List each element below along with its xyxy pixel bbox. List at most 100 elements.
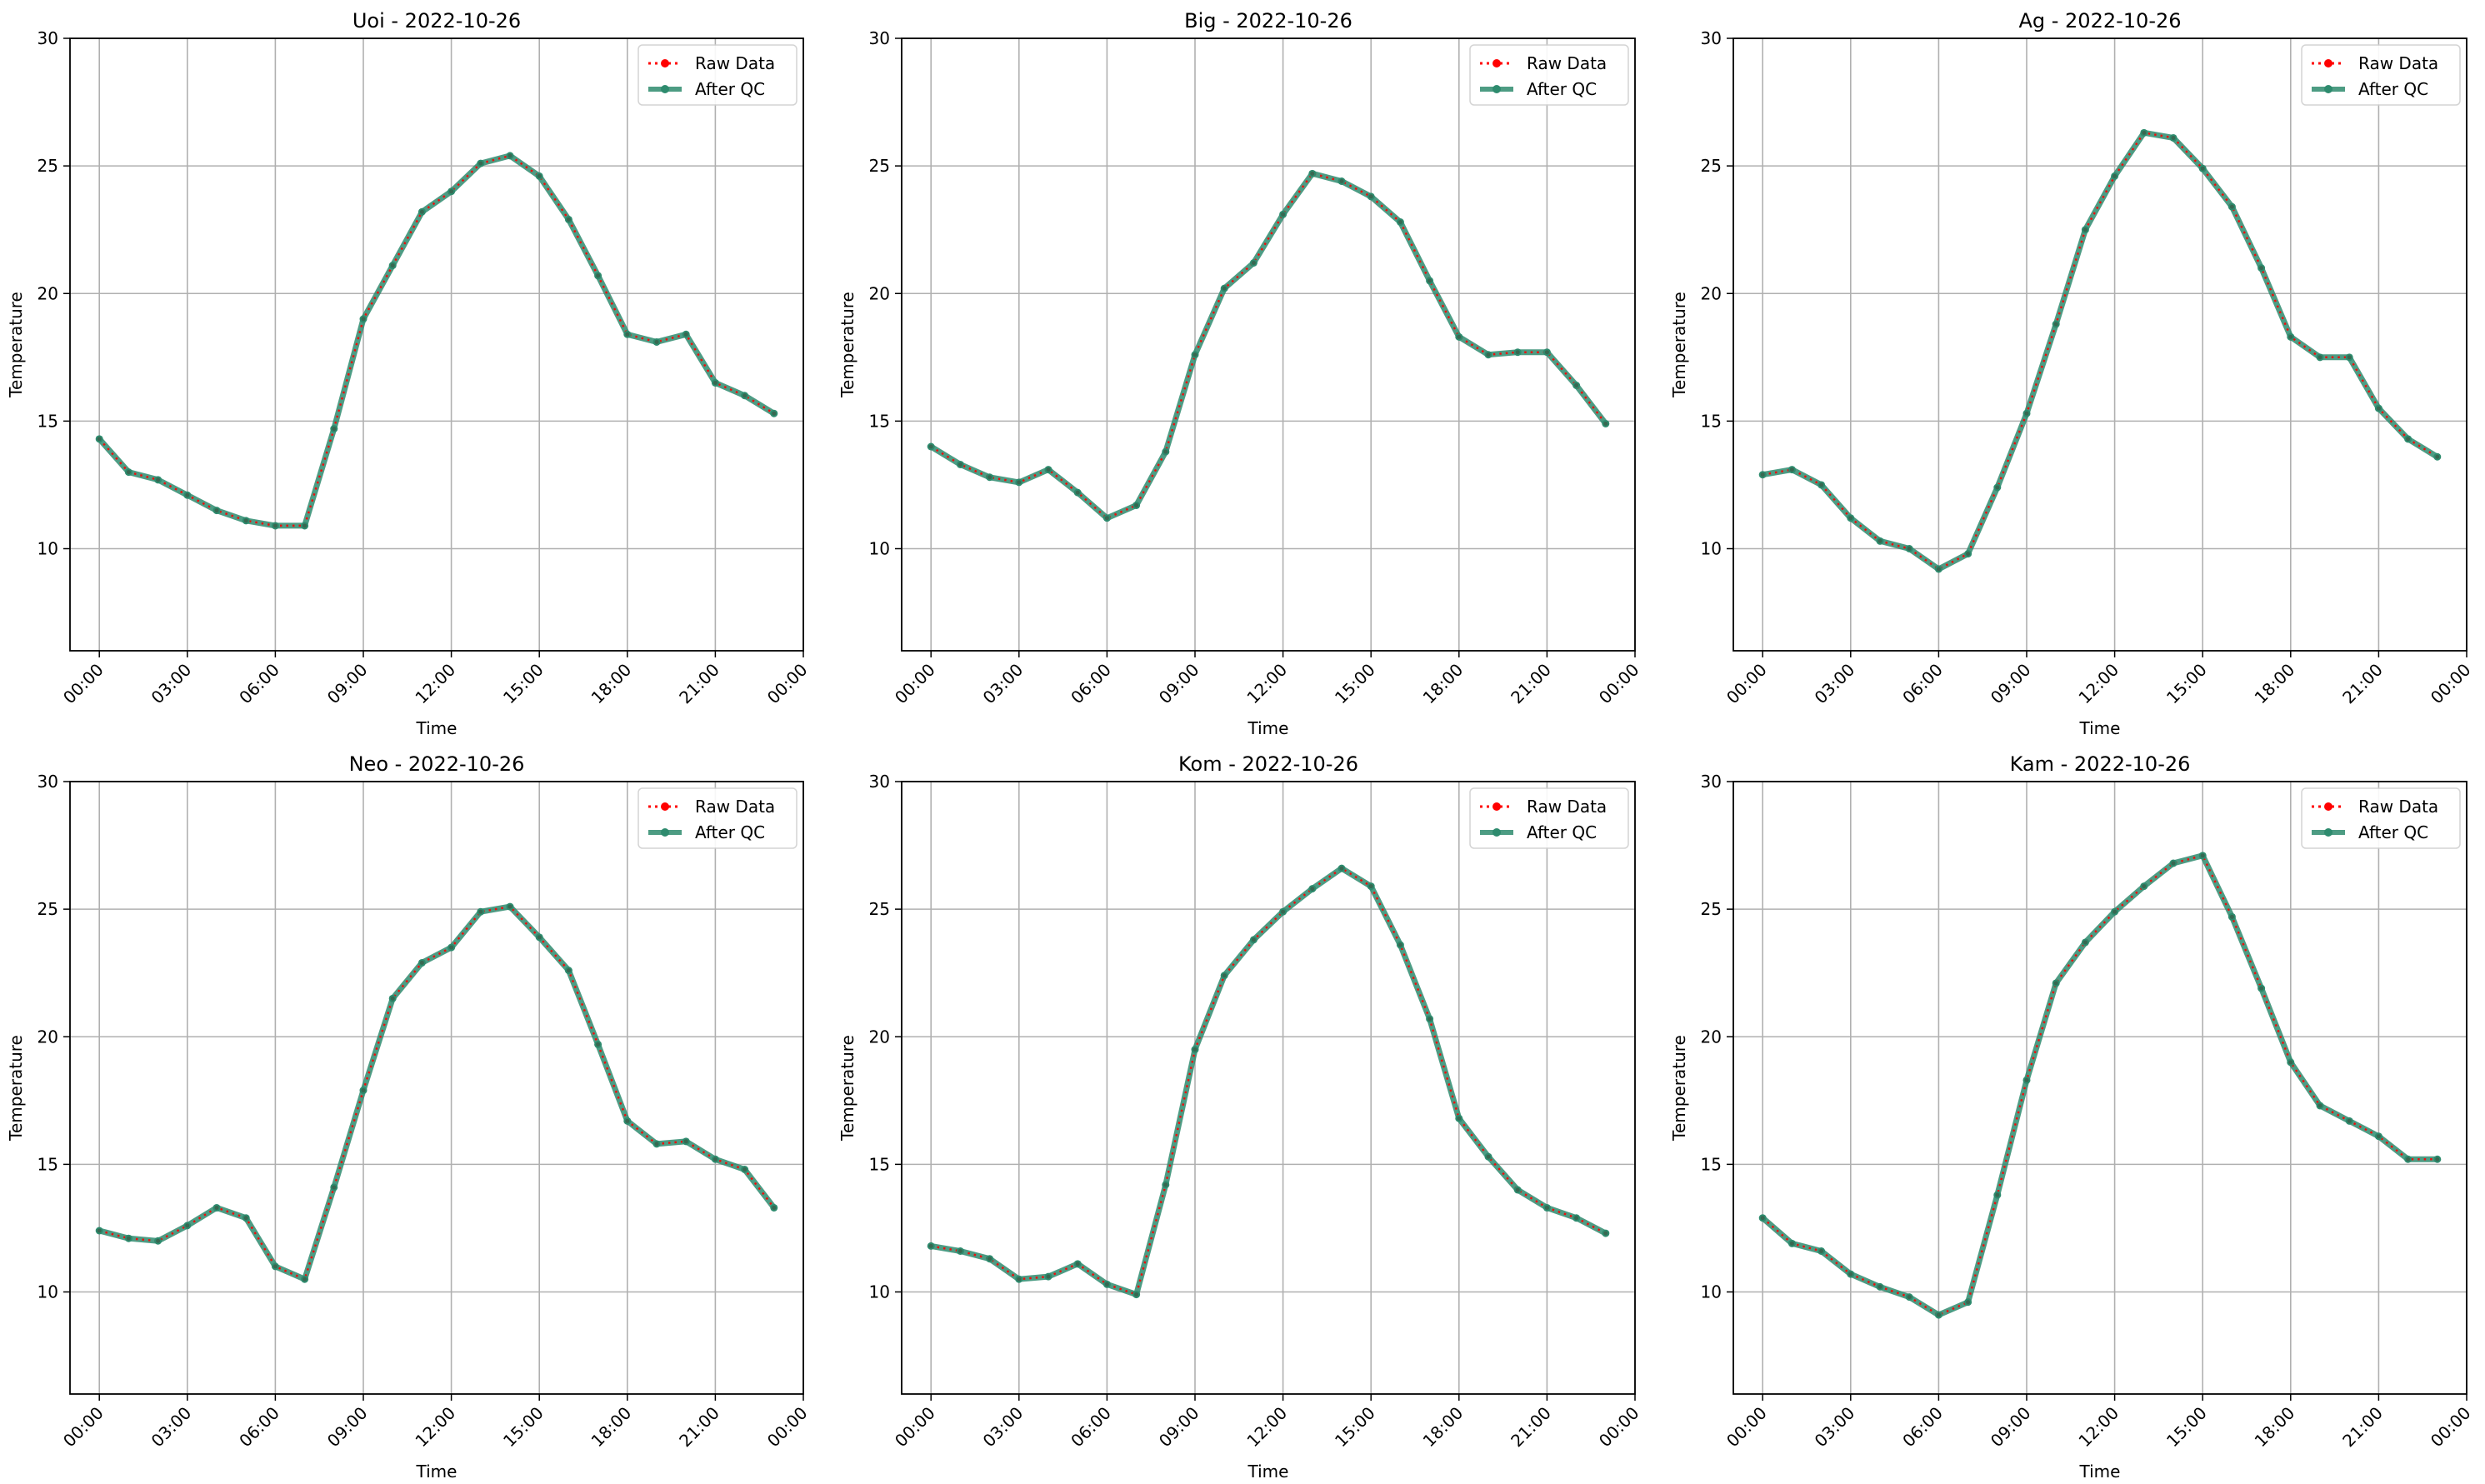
y-tick-label: 20 — [1701, 283, 1722, 303]
data-point-raw-data — [2318, 355, 2322, 360]
data-point-raw-data — [2142, 130, 2147, 135]
data-point-raw-data — [1310, 171, 1315, 176]
y-tick-label: 15 — [38, 1154, 58, 1174]
series-line-raw-data — [98, 905, 775, 1281]
data-point-raw-data — [214, 508, 219, 513]
data-point-raw-data — [478, 161, 483, 166]
data-point-raw-data — [419, 960, 424, 965]
chart-panel-1: 00:00 03:00 06:00 09:00 12:00 15:00 18:00 21:00… — [838, 9, 1643, 738]
y-tick-label: 15 — [869, 411, 890, 431]
data-point-raw-data — [1222, 973, 1227, 978]
data-point-raw-data — [2259, 986, 2264, 991]
x-tick-label: 21:00 — [2338, 1403, 2387, 1452]
y-tick-label: 15 — [38, 411, 58, 431]
x-tick-label: 00:00 — [763, 660, 812, 708]
x-axis-label: Time — [1248, 1462, 1289, 1482]
data-point-raw-data — [302, 523, 308, 528]
plot-frame — [69, 781, 804, 1395]
data-point-raw-data — [126, 470, 131, 475]
data-point-raw-data — [1966, 552, 1971, 557]
data-point-raw-data — [1251, 261, 1256, 265]
x-tick-label: 21:00 — [675, 1403, 723, 1452]
x-tick-label: 18:00 — [2251, 660, 2299, 708]
data-point-raw-data — [1878, 538, 1882, 543]
data-point-raw-data — [2288, 334, 2293, 339]
data-point-raw-data — [1192, 352, 1198, 357]
data-point-raw-data — [654, 339, 659, 344]
y-tick-label: 15 — [1701, 1154, 1722, 1174]
data-point-raw-data — [1104, 516, 1109, 521]
data-point-raw-data — [1457, 334, 1462, 339]
y-tick-label: 30 — [1701, 28, 1722, 48]
data-point-raw-data — [449, 945, 454, 950]
data-point-raw-data — [1281, 212, 1286, 217]
data-point-raw-data — [508, 153, 512, 158]
x-tick-label: 09:00 — [323, 1403, 372, 1452]
data-point-raw-data — [1936, 567, 1941, 572]
data-point-raw-data — [2053, 981, 2058, 986]
data-point-raw-data — [1760, 1216, 1765, 1221]
data-point-raw-data — [1819, 1249, 1824, 1253]
data-point-raw-data — [332, 427, 337, 432]
x-tick-label: 21:00 — [1507, 660, 1555, 708]
x-tick-label: 12:00 — [411, 1403, 459, 1452]
data-point-raw-data — [97, 1228, 102, 1233]
x-tick-label: 18:00 — [588, 660, 636, 708]
data-point-raw-data — [1907, 547, 1912, 551]
y-axis-label: Temperature — [838, 1035, 858, 1142]
data-point-raw-data — [1192, 1047, 1198, 1052]
data-point-raw-data — [2318, 1103, 2322, 1108]
x-tick-label: 03:00 — [979, 1403, 1028, 1452]
x-tick-label: 00:00 — [1595, 1403, 1643, 1452]
data-point-raw-data — [156, 1238, 161, 1243]
data-point-raw-data — [1339, 179, 1344, 183]
y-tick-label: 15 — [869, 1154, 890, 1174]
data-point-raw-data — [1760, 472, 1765, 477]
y-tick-label: 20 — [38, 283, 58, 303]
series-line-after-qc — [928, 170, 1609, 522]
data-point-raw-data — [97, 437, 102, 442]
data-point-raw-data — [156, 477, 161, 482]
x-tick-label: 00:00 — [1722, 1403, 1771, 1452]
data-point-raw-data — [2376, 1134, 2381, 1139]
data-point-raw-data — [1163, 449, 1168, 454]
data-point-raw-data — [566, 968, 571, 973]
x-tick-label: 18:00 — [588, 1403, 636, 1452]
legend-marker-raw-data — [2324, 802, 2332, 811]
chart-panel-3: 00:00 03:00 06:00 09:00 12:00 15:00 18:00 21:00… — [6, 752, 812, 1482]
y-tick-label: 25 — [869, 899, 890, 919]
legend-label-after-qc: After QC — [1527, 79, 1597, 99]
data-point-raw-data — [537, 173, 542, 178]
data-point-raw-data — [1907, 1295, 1912, 1300]
legend-label-raw-data: Raw Data — [1527, 797, 1607, 817]
legend-marker-raw-data — [661, 802, 669, 811]
y-tick-label: 10 — [1701, 1282, 1722, 1302]
x-tick-label: 09:00 — [1155, 1403, 1203, 1452]
legend-label-raw-data: Raw Data — [695, 797, 775, 817]
data-point-raw-data — [1075, 490, 1080, 495]
x-tick-label: 12:00 — [2074, 1403, 2122, 1452]
series-line-raw-data — [930, 867, 1607, 1297]
x-tick-label: 06:00 — [1898, 660, 1947, 708]
legend-marker-raw-data — [1492, 59, 1501, 67]
y-tick-label: 10 — [869, 1282, 890, 1302]
data-point-raw-data — [243, 518, 248, 523]
x-tick-label: 00:00 — [891, 660, 939, 708]
x-tick-label: 06:00 — [235, 660, 283, 708]
x-tick-label: 00:00 — [891, 1403, 939, 1452]
data-point-raw-data — [419, 209, 424, 214]
data-point-raw-data — [1848, 516, 1853, 521]
x-axis-label: Time — [2079, 1462, 2121, 1482]
data-point-raw-data — [1046, 467, 1051, 472]
data-point-raw-data — [1134, 502, 1139, 507]
data-point-raw-data — [1486, 1154, 1491, 1159]
data-point-raw-data — [126, 1236, 131, 1241]
legend-label-raw-data: Raw Data — [2358, 797, 2438, 817]
data-point-raw-data — [508, 904, 512, 909]
series-line-after-qc — [1759, 129, 2441, 572]
data-point-raw-data — [478, 909, 483, 914]
legend: Raw Data After QC — [1469, 44, 1629, 106]
data-point-raw-data — [1339, 866, 1344, 871]
data-point-raw-data — [1017, 480, 1022, 485]
